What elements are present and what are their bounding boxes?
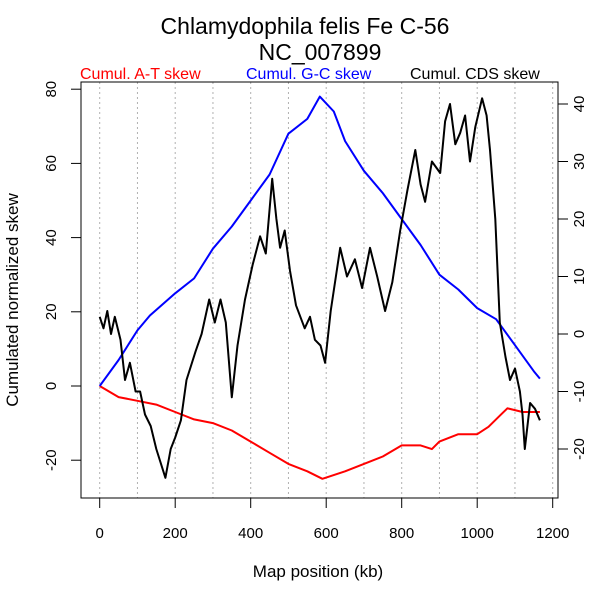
y-left-tick-label: 80 [43, 81, 60, 98]
x-tick-label: 1200 [536, 525, 569, 542]
y-right-tick-label: 40 [571, 96, 588, 113]
x-tick-label: 0 [96, 525, 104, 542]
chart-title: Chlamydophila felis Fe C-56 [161, 13, 450, 39]
legend-cds-skew: Cumul. CDS skew [410, 66, 540, 83]
y-left-tick-label: 40 [43, 229, 60, 246]
y-right-tick-label: 20 [571, 211, 588, 228]
y-left-tick-label: 60 [43, 155, 60, 172]
y-axis-label: Cumulated normalized skew [3, 193, 22, 407]
y-right-tick-label: -20 [571, 438, 588, 460]
y-right-tick-label: -10 [571, 381, 588, 403]
y-left-tick-label: -20 [43, 449, 60, 471]
y-left-tick-label: 0 [43, 382, 60, 390]
x-tick-label: 600 [314, 525, 339, 542]
x-axis-label: Map position (kb) [253, 562, 383, 581]
y-right-tick-label: 30 [571, 153, 588, 170]
x-tick-label: 800 [389, 525, 414, 542]
x-tick-label: 200 [163, 525, 188, 542]
chart-subtitle: NC_007899 [259, 39, 382, 65]
cds-skew-line [98, 97, 541, 479]
at-skew-line [99, 385, 540, 480]
y-right-tick-label: 0 [571, 330, 588, 338]
legend-gc-skew: Cumul. G-C skew [246, 66, 372, 83]
y-left-tick-label: 20 [43, 303, 60, 320]
grid-lines [99, 82, 554, 498]
legend-at-skew: Cumul. A-T skew [80, 66, 201, 83]
gc-skew-line [98, 95, 541, 387]
x-tick-label: 1000 [461, 525, 494, 542]
y-right-tick-label: 10 [571, 268, 588, 285]
axes: 0 200 400 600 800 1000 1200 -20 0 20 40 60 80 -20 -10 0… [43, 81, 588, 542]
plot-frame [80, 81, 559, 499]
series-lines [98, 95, 541, 480]
x-tick-label: 400 [238, 525, 263, 542]
